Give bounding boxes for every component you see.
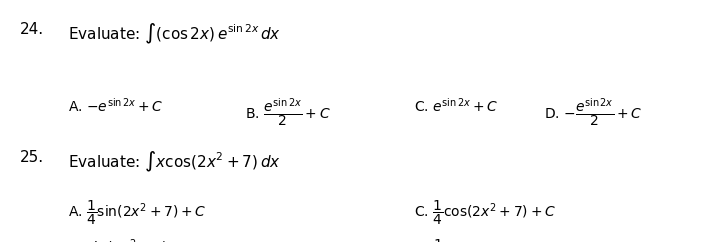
Text: C. $e^{\sin 2x} + C$: C. $e^{\sin 2x} + C$ bbox=[414, 97, 498, 115]
Text: A. $\dfrac{1}{4}\sin(2x^2 + 7) + C$: A. $\dfrac{1}{4}\sin(2x^2 + 7) + C$ bbox=[68, 198, 207, 227]
Text: D. $\dfrac{1}{4}(\sin - \theta)(x^2 + 7) + C$: D. $\dfrac{1}{4}(\sin - \theta)(x^2 + 7)… bbox=[414, 237, 583, 242]
Text: 25.: 25. bbox=[20, 150, 45, 165]
Text: C. $\dfrac{1}{4}\cos(2x^2 + 7) + C$: C. $\dfrac{1}{4}\cos(2x^2 + 7) + C$ bbox=[414, 198, 556, 227]
Text: 24.: 24. bbox=[20, 22, 45, 37]
Text: B. $\dfrac{e^{\sin 2x}}{2} + C$: B. $\dfrac{e^{\sin 2x}}{2} + C$ bbox=[245, 97, 330, 129]
Text: A. $-e^{\sin 2x} + C$: A. $-e^{\sin 2x} + C$ bbox=[68, 97, 164, 115]
Text: B. $\sin(2x^2 + 7) + C$: B. $\sin(2x^2 + 7) + C$ bbox=[68, 237, 197, 242]
Text: Evaluate: $\int(\cos 2x)\, e^{\sin 2x}\, dx$: Evaluate: $\int(\cos 2x)\, e^{\sin 2x}\,… bbox=[68, 22, 282, 46]
Text: D. $-\dfrac{e^{\sin 2x}}{2} + C$: D. $-\dfrac{e^{\sin 2x}}{2} + C$ bbox=[544, 97, 642, 129]
Text: Evaluate: $\int x\cos(2x^2 + 7)\,dx$: Evaluate: $\int x\cos(2x^2 + 7)\,dx$ bbox=[68, 150, 282, 174]
